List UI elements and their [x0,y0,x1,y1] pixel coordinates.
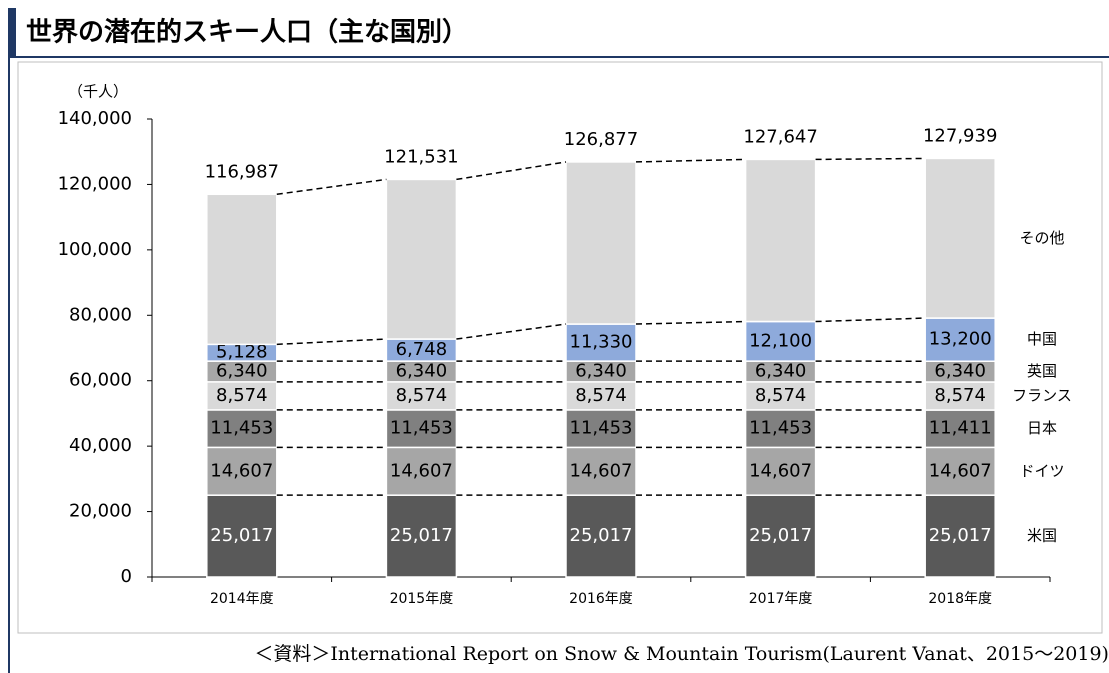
connector [456,323,567,340]
data-label: 25,017 [929,525,992,546]
y-tick-label: 40,000 [69,435,132,456]
data-label: 11,453 [749,418,812,439]
legend-label: 日本 [1027,419,1057,437]
chart-title: 世界の潜在的スキー人口（主な国別） [26,17,468,48]
bar-segment [744,381,817,411]
legend-label: ドイツ [1019,462,1064,480]
data-label: 14,607 [210,460,273,481]
data-label: 14,607 [390,460,453,481]
bar-segment [385,178,458,340]
x-tick-label: 2018年度 [928,591,992,607]
connector [815,157,926,161]
legend-label: 中国 [1027,330,1057,348]
connector [635,158,746,163]
total-label: 121,531 [384,146,458,167]
legend-label: その他 [1019,229,1064,247]
bar-segment [744,494,817,578]
bar-segment [744,446,817,496]
title-accent [8,8,16,56]
data-label: 6,340 [755,360,807,381]
data-label: 11,453 [390,418,453,439]
data-label: 11,330 [570,332,633,353]
connector [815,317,926,323]
bar-segment [385,494,458,578]
data-label: 11,453 [570,418,633,439]
bar-segment [924,317,996,363]
bar-segment [206,494,278,578]
bar-segment [565,446,637,496]
y-tick-label: 80,000 [69,304,132,325]
bar-segment [206,446,278,496]
data-label: 6,340 [216,360,268,381]
x-tick-label: 2015年度 [390,591,454,607]
connector [276,178,387,196]
data-label: 8,574 [216,385,268,406]
data-label: 25,017 [210,525,273,546]
data-label: 6,340 [575,360,627,381]
y-tick-label: 60,000 [69,370,132,391]
y-tick-label: 0 [121,566,132,587]
data-label: 14,607 [749,460,812,481]
bar-segment [744,158,817,323]
bar-segment [385,446,458,496]
bar-segment [924,157,996,319]
data-label: 6,340 [396,360,448,381]
y-tick-label: 100,000 [58,239,132,260]
total-label: 126,877 [564,129,638,150]
data-label: 8,574 [934,385,986,406]
bar-segment [565,161,637,325]
connector [635,320,746,325]
y-tick-label: 140,000 [58,108,132,129]
data-label: 6,340 [934,361,986,382]
bar-segment [385,381,458,411]
source: ＜資料＞International Report on Snow & Mount… [254,643,1109,665]
bar-segment [206,409,278,449]
data-label: 6,748 [396,339,448,360]
bar-segment [206,381,278,411]
data-label: 11,411 [929,418,992,439]
x-tick-label: 2016年度 [569,591,633,607]
total-label: 116,987 [205,161,279,182]
y-tick-label: 120,000 [58,173,132,194]
data-label: 11,453 [210,418,273,439]
bar-segment [924,381,996,411]
bar-segment [924,446,996,496]
bar-segment [565,381,637,411]
data-label: 14,607 [929,460,992,481]
bar-segment [206,193,278,346]
x-tick-label: 2017年度 [749,591,813,607]
unit-label: （千人） [68,83,128,101]
legend-label: フランス [1012,387,1072,405]
data-label: 5,128 [216,342,268,363]
connector [276,338,387,346]
data-label: 12,100 [749,330,812,351]
bar-segment [565,494,637,578]
data-label: 14,607 [570,460,633,481]
data-label: 25,017 [570,525,633,546]
data-label: 13,200 [929,329,992,350]
bar-segment [924,494,996,578]
x-tick-label: 2014年度 [210,591,274,607]
total-label: 127,939 [923,125,997,146]
total-label: 127,647 [743,126,817,147]
data-label: 25,017 [390,525,453,546]
data-label: 8,574 [755,385,807,406]
data-label: 8,574 [396,385,448,406]
connector [456,161,567,181]
legend-label: 米国 [1027,527,1057,545]
bar-segment [385,409,458,449]
legend-label: 英国 [1027,362,1057,380]
data-label: 25,017 [749,525,812,546]
chart-frame [17,61,1103,634]
y-tick-label: 20,000 [69,501,132,522]
data-label: 8,574 [575,385,627,406]
